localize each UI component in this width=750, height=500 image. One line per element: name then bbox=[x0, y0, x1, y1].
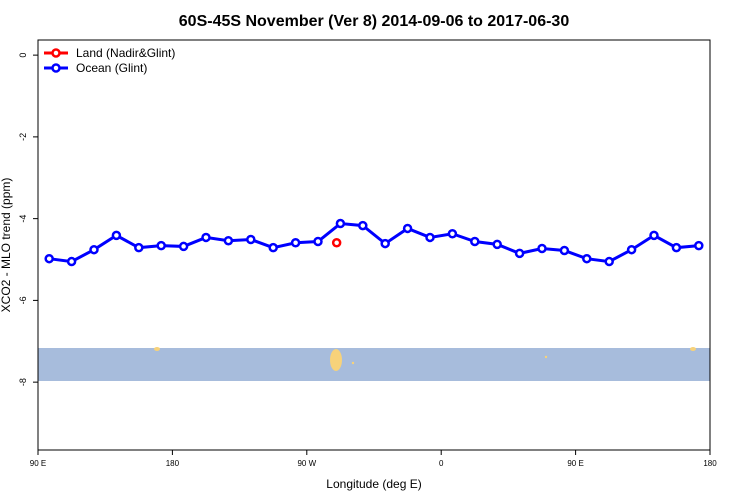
data-point bbox=[246, 234, 256, 245]
data-point bbox=[582, 253, 592, 264]
data-point bbox=[492, 239, 502, 250]
x-axis-label: Longitude (deg E) bbox=[326, 477, 421, 491]
data-point bbox=[223, 235, 234, 246]
data-point bbox=[268, 242, 278, 253]
data-point bbox=[604, 256, 614, 267]
series-line bbox=[49, 221, 699, 264]
data-point bbox=[649, 230, 659, 241]
data-point bbox=[447, 229, 458, 239]
data-point bbox=[626, 244, 637, 255]
x-tick-label: 90 W bbox=[297, 459, 316, 468]
data-point bbox=[156, 240, 166, 251]
x-tick-label: 180 bbox=[166, 459, 180, 468]
data-point bbox=[470, 236, 480, 247]
data-point bbox=[134, 242, 144, 253]
data-point bbox=[402, 223, 413, 234]
data-point bbox=[111, 230, 122, 241]
land-patch bbox=[690, 347, 696, 351]
chart-title: 60S-45S November (Ver 8) 2014-09-06 to 2… bbox=[179, 13, 570, 30]
land-patch bbox=[351, 361, 355, 365]
data-point bbox=[89, 244, 99, 255]
y-tick-label: -6 bbox=[18, 296, 28, 304]
land-patch bbox=[154, 347, 160, 351]
data-point bbox=[201, 232, 211, 243]
data-point bbox=[178, 241, 189, 252]
data-point bbox=[331, 238, 342, 248]
y-tick-label: -2 bbox=[18, 133, 28, 141]
map-strip bbox=[38, 347, 710, 381]
ocean-band bbox=[38, 348, 710, 381]
plot-frame bbox=[37, 39, 711, 451]
y-axis-label: XCO2 - MLO trend (ppm) bbox=[0, 178, 13, 313]
data-point bbox=[425, 232, 435, 243]
land-patch bbox=[330, 349, 342, 371]
data-point bbox=[313, 236, 323, 247]
y-tick-label: -8 bbox=[18, 378, 28, 386]
y-tick-label: -4 bbox=[18, 215, 28, 223]
legend-label: Ocean (Glint) bbox=[76, 61, 147, 75]
data-point bbox=[66, 256, 77, 267]
data-point bbox=[694, 240, 704, 251]
data-point bbox=[380, 238, 390, 249]
x-tick-label: 180 bbox=[703, 459, 717, 468]
data-point bbox=[358, 220, 368, 231]
data-point bbox=[290, 238, 301, 248]
land-patch bbox=[544, 355, 548, 359]
x-tick-label: 90 E bbox=[567, 459, 583, 468]
data-point bbox=[335, 218, 346, 229]
legend-marker bbox=[51, 48, 61, 58]
y-tick-label: 0 bbox=[18, 53, 28, 58]
data-point bbox=[671, 242, 682, 253]
x-tick-label: 0 bbox=[439, 459, 444, 468]
data-point bbox=[44, 253, 54, 264]
data-point bbox=[514, 248, 525, 259]
x-tick-label: 90 E bbox=[30, 459, 46, 468]
legend-marker bbox=[51, 63, 61, 73]
legend-label: Land (Nadir&Glint) bbox=[76, 46, 175, 60]
data-point bbox=[559, 245, 570, 256]
data-point bbox=[537, 243, 547, 254]
